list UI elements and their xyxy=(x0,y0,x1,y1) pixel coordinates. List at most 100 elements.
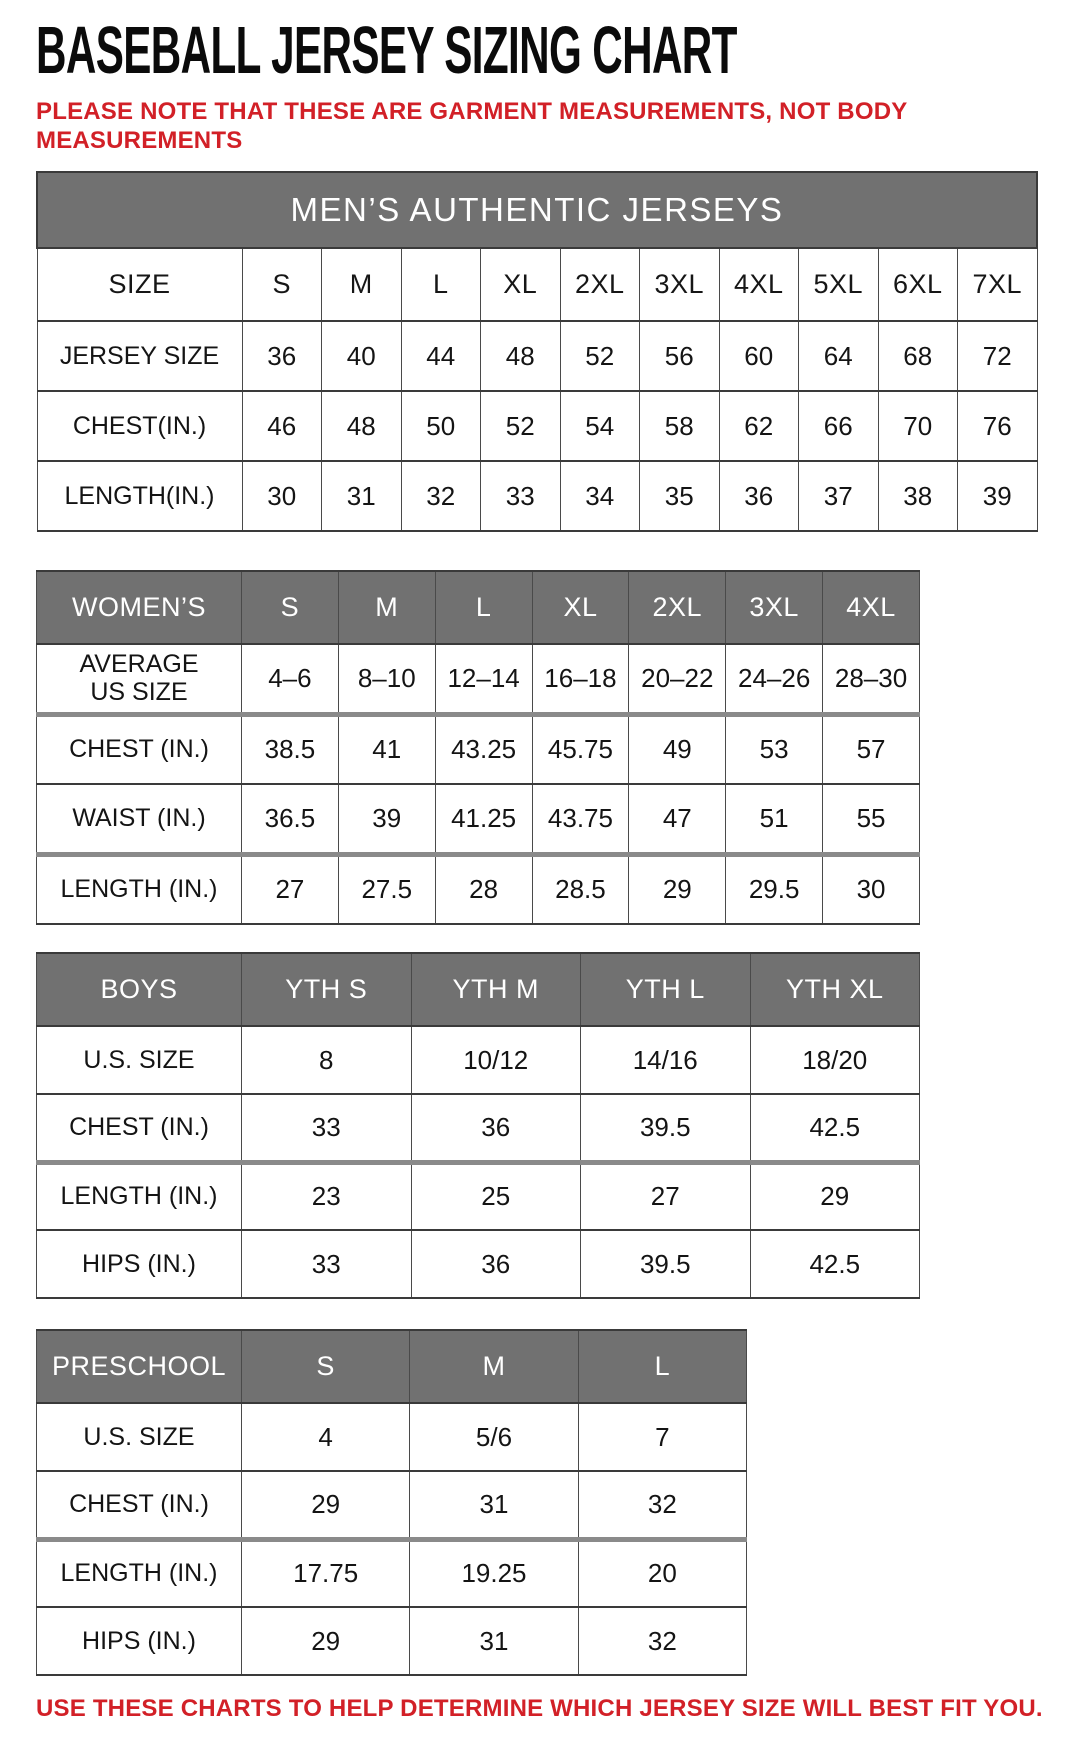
cell: 29 xyxy=(628,851,727,925)
cell: 33 xyxy=(241,1229,412,1299)
womens-header-row: WOMEN’S S M L XL 2XL 3XL 4XL xyxy=(36,570,920,645)
cell: 32 xyxy=(400,460,481,532)
cell: 55 xyxy=(822,783,920,855)
table-row: LENGTH (IN.) 17.75 19.25 20 xyxy=(36,1536,748,1608)
cell: 44 xyxy=(400,320,481,392)
cell: 23 xyxy=(241,1159,412,1231)
preschool-header-row: PRESCHOOL S M L xyxy=(36,1329,748,1404)
column-header: S xyxy=(241,570,339,645)
cell: 53 xyxy=(725,711,824,785)
cell: 4 xyxy=(240,1402,411,1472)
cell: 40 xyxy=(321,320,402,392)
cell: 27.5 xyxy=(337,851,436,925)
column-header: 5XL xyxy=(798,247,879,322)
table-row: LENGTH(IN.) 30 31 32 33 34 35 36 37 38 39 xyxy=(36,460,1038,532)
cell: 72 xyxy=(957,320,1038,392)
cell: 10/12 xyxy=(410,1025,581,1095)
column-header: M xyxy=(409,1329,579,1404)
cell: 52 xyxy=(480,390,561,462)
boys-sizing-table: BOYS YTH S YTH M YTH L YTH XL U.S. SIZE 8 10/12… xyxy=(36,952,920,1299)
column-header: S xyxy=(241,247,322,322)
womens-sizing-table: WOMEN’S S M L XL 2XL 3XL 4XL AVERAGE US SIZE 4–6 8… xyxy=(36,570,920,925)
cell: 58 xyxy=(639,390,720,462)
cell: 18/20 xyxy=(749,1025,920,1095)
column-header: L xyxy=(577,1329,748,1404)
cell: 32 xyxy=(577,1606,748,1676)
cell: 16–18 xyxy=(531,643,630,715)
cell: 64 xyxy=(798,320,879,392)
cell: 45.75 xyxy=(531,711,630,785)
cell: 31 xyxy=(409,1606,579,1676)
fit-advice-note: USE THESE CHARTS TO HELP DETERMINE WHICH… xyxy=(36,1695,1043,1722)
tables-container: MEN’S AUTHENTIC JERSEYS SIZE S M L XL 2XL 3XL 4X… xyxy=(36,171,1077,1676)
column-header: 3XL xyxy=(725,570,824,645)
cell: 39 xyxy=(957,460,1038,532)
cell: 19.25 xyxy=(409,1536,579,1608)
mens-sizing-table: MEN’S AUTHENTIC JERSEYS SIZE S M L XL 2XL 3XL 4X… xyxy=(36,171,1038,532)
table-row: U.S. SIZE 8 10/12 14/16 18/20 xyxy=(36,1025,920,1095)
column-header: 4XL xyxy=(822,570,920,645)
cell: 31 xyxy=(321,460,402,532)
row-label: U.S. SIZE xyxy=(36,1402,242,1472)
cell: 34 xyxy=(559,460,640,532)
cell: 57 xyxy=(822,711,920,785)
cell: 62 xyxy=(718,390,799,462)
preschool-sizing-table: PRESCHOOL S M L U.S. SIZE 4 5/6 7 CHEST (IN.) 29 3… xyxy=(36,1329,748,1676)
cell: 36 xyxy=(410,1229,581,1299)
boys-header-label: BOYS xyxy=(36,952,242,1027)
cell: 36 xyxy=(410,1093,581,1163)
cell: 27 xyxy=(241,851,339,925)
mens-banner-row: MEN’S AUTHENTIC JERSEYS xyxy=(36,171,1038,249)
cell: 33 xyxy=(480,460,561,532)
column-header: M xyxy=(321,247,402,322)
cell: 5/6 xyxy=(409,1402,579,1472)
mens-header-label: SIZE xyxy=(36,247,243,322)
table-row: WAIST (IN.) 36.5 39 41.25 43.75 47 51 55 xyxy=(36,783,920,855)
boys-header-row: BOYS YTH S YTH M YTH L YTH XL xyxy=(36,952,920,1027)
cell: 41.25 xyxy=(434,783,533,855)
column-header: 2XL xyxy=(559,247,640,322)
cell: 4–6 xyxy=(241,643,339,715)
cell: 70 xyxy=(877,390,958,462)
cell: 31 xyxy=(409,1470,579,1540)
cell: 30 xyxy=(241,460,322,532)
table-row: U.S. SIZE 4 5/6 7 xyxy=(36,1402,748,1472)
cell: 38.5 xyxy=(241,711,339,785)
preschool-header-label: PRESCHOOL xyxy=(36,1329,242,1404)
row-label: HIPS (IN.) xyxy=(36,1606,242,1676)
row-label: CHEST (IN.) xyxy=(36,1093,242,1163)
table-row: HIPS (IN.) 33 36 39.5 42.5 xyxy=(36,1229,920,1299)
cell: 33 xyxy=(241,1093,412,1163)
cell: 8 xyxy=(241,1025,412,1095)
cell: 39 xyxy=(337,783,436,855)
page-title: BASEBALL JERSEY SIZING CHART xyxy=(36,17,1077,84)
row-label: CHEST (IN.) xyxy=(36,1470,242,1540)
cell: 43.25 xyxy=(434,711,533,785)
cell: 32 xyxy=(577,1470,748,1540)
row-label: LENGTH(IN.) xyxy=(36,460,243,532)
column-header: XL xyxy=(480,247,561,322)
row-label: LENGTH (IN.) xyxy=(36,851,242,925)
table-row: CHEST(IN.) 46 48 50 52 54 58 62 66 70 76 xyxy=(36,390,1038,462)
table-row: CHEST (IN.) 38.5 41 43.25 45.75 49 53 57 xyxy=(36,711,920,785)
garment-measurements-note: PLEASE NOTE THAT THESE ARE GARMENT MEASU… xyxy=(36,98,908,154)
table-row: LENGTH (IN.) 23 25 27 29 xyxy=(36,1159,920,1231)
cell: 46 xyxy=(241,390,322,462)
row-label: WAIST (IN.) xyxy=(36,783,242,855)
cell: 25 xyxy=(410,1159,581,1231)
cell: 36.5 xyxy=(241,783,339,855)
mens-header-row: SIZE S M L XL 2XL 3XL 4XL 5XL 6XL 7XL xyxy=(36,247,1038,322)
cell: 29 xyxy=(240,1470,411,1540)
row-label: HIPS (IN.) xyxy=(36,1229,242,1299)
row-label: U.S. SIZE xyxy=(36,1025,242,1095)
cell: 35 xyxy=(639,460,720,532)
column-header: 3XL xyxy=(639,247,720,322)
column-header: L xyxy=(434,570,533,645)
table-row: LENGTH (IN.) 27 27.5 28 28.5 29 29.5 30 xyxy=(36,851,920,925)
cell: 36 xyxy=(718,460,799,532)
cell: 52 xyxy=(559,320,640,392)
column-header: YTH L xyxy=(580,952,751,1027)
cell: 38 xyxy=(877,460,958,532)
cell: 28 xyxy=(434,851,533,925)
